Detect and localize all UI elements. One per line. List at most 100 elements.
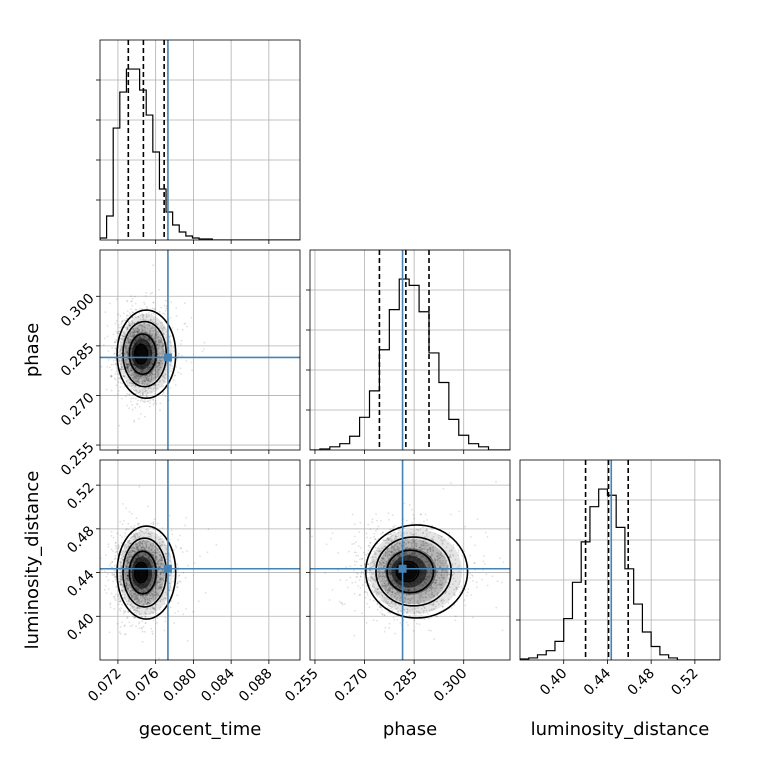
sample-point	[162, 342, 164, 345]
sample-point	[157, 348, 160, 350]
panel-frame	[99, 39, 301, 241]
sample-point	[151, 346, 154, 349]
sample-point	[141, 641, 144, 643]
sample-point	[126, 299, 129, 302]
sample-point	[119, 520, 122, 523]
sample-point	[164, 373, 167, 376]
sample-point	[121, 397, 123, 400]
sample-point	[375, 530, 377, 532]
sample-point	[186, 639, 189, 642]
sample-point	[117, 545, 120, 548]
sample-point	[126, 360, 128, 363]
sample-point	[160, 366, 162, 369]
sample-point	[139, 337, 141, 340]
sample-point	[121, 346, 123, 349]
sample-point	[137, 329, 140, 332]
sample-point	[169, 606, 172, 609]
sample-point	[158, 289, 160, 291]
sample-point	[132, 328, 135, 330]
sample-point	[150, 362, 153, 364]
sample-point	[126, 367, 129, 370]
sample-point	[207, 528, 210, 531]
sample-point	[145, 378, 148, 381]
sample-point	[144, 389, 147, 392]
sample-point	[123, 335, 126, 338]
sample-point	[152, 619, 155, 622]
sample-point	[131, 359, 134, 362]
sample-point	[124, 535, 127, 538]
sample-point	[114, 341, 116, 343]
sample-point	[142, 371, 145, 374]
sample-point	[126, 363, 129, 366]
sample-point	[143, 376, 146, 379]
sample-point	[146, 338, 149, 341]
sample-point	[135, 397, 137, 400]
sample-point	[190, 361, 193, 364]
sample-point	[150, 387, 153, 390]
sample-point	[145, 395, 148, 397]
sample-point	[144, 380, 147, 382]
sample-point	[148, 329, 151, 331]
sample-point	[126, 352, 129, 355]
sample-point	[133, 322, 136, 325]
sample-point	[119, 633, 122, 635]
sample-point	[127, 363, 130, 366]
sample-point	[119, 386, 122, 388]
sample-point	[151, 344, 154, 347]
sample-point	[131, 335, 134, 338]
sample-point	[126, 339, 128, 342]
sample-point	[120, 368, 123, 370]
sample-point	[150, 371, 153, 374]
sample-point	[176, 328, 179, 331]
sample-point	[136, 381, 138, 383]
sample-point	[144, 401, 147, 403]
sample-point	[146, 377, 149, 379]
sample-point	[150, 378, 153, 381]
sample-point	[126, 362, 128, 365]
sample-point	[142, 314, 145, 316]
sample-point	[177, 352, 180, 355]
sample-point	[119, 377, 122, 380]
sample-point	[150, 335, 153, 337]
sample-point	[151, 372, 154, 375]
sample-point	[162, 326, 165, 329]
sample-point	[384, 627, 387, 629]
sample-point	[134, 372, 137, 375]
sample-point	[132, 374, 135, 376]
sample-point	[134, 376, 137, 379]
sample-point	[103, 588, 106, 591]
sample-point	[149, 380, 151, 383]
sample-point	[159, 340, 162, 343]
sample-point	[136, 338, 139, 341]
sample-point	[175, 307, 178, 309]
sample-point	[119, 350, 121, 353]
sample-point	[150, 378, 153, 381]
sample-point	[115, 364, 118, 367]
sample-point	[148, 324, 151, 327]
sample-point	[132, 397, 135, 400]
sample-point	[151, 373, 154, 375]
sample-point	[158, 361, 161, 364]
sample-point	[113, 353, 116, 355]
sample-point	[115, 298, 118, 300]
sample-point	[144, 295, 147, 297]
sample-point	[146, 327, 149, 330]
sample-point	[162, 374, 165, 377]
sample-point	[157, 369, 160, 371]
y-tick-label: 0.300	[58, 291, 98, 331]
sample-point	[141, 371, 143, 374]
sample-point	[137, 369, 139, 372]
sample-point	[152, 301, 155, 304]
sample-point	[154, 384, 156, 386]
sample-point	[139, 399, 142, 402]
sample-point	[134, 308, 137, 311]
sample-point	[151, 370, 154, 373]
sample-point	[418, 615, 421, 618]
sample-point	[126, 338, 129, 340]
sample-point	[136, 403, 139, 406]
sample-point	[337, 552, 339, 554]
sample-point	[161, 323, 164, 326]
sample-point	[154, 329, 157, 331]
sample-point	[133, 420, 136, 423]
sample-point	[117, 330, 120, 333]
